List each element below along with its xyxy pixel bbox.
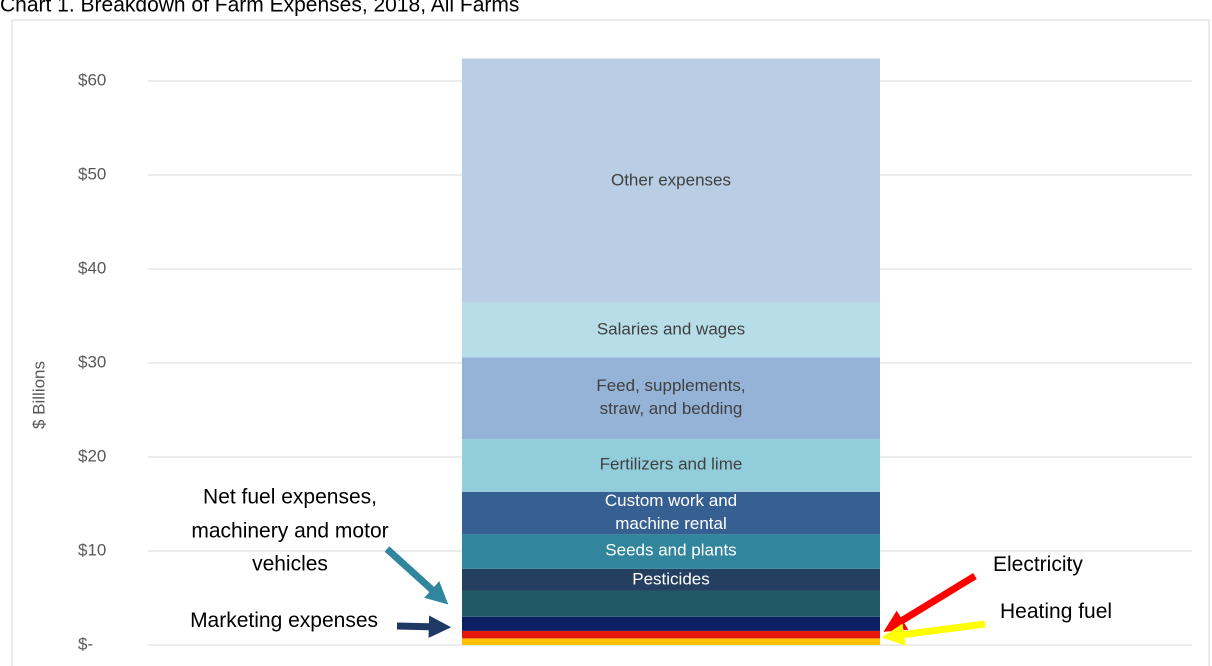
bar-segment bbox=[462, 616, 880, 631]
y-tick-label: $10 bbox=[78, 540, 106, 559]
bar-segment bbox=[462, 630, 880, 639]
chart-title: Chart 1. Breakdown of Farm Expenses, 201… bbox=[0, 0, 519, 17]
bar-segment bbox=[462, 491, 880, 535]
annotation-label: Marketing expenses bbox=[190, 609, 378, 633]
segment-label: Feed, supplements, straw, and bedding bbox=[596, 376, 746, 419]
arrow bbox=[396, 615, 452, 638]
y-axis-label: $ Billions bbox=[29, 361, 48, 429]
segment-label: Seeds and plants bbox=[605, 541, 737, 560]
y-tick-label: $- bbox=[78, 634, 93, 653]
bar-segment bbox=[462, 568, 880, 591]
annotation-label: Heating fuel bbox=[1000, 600, 1113, 624]
y-tick-label: $20 bbox=[78, 446, 106, 465]
annotation-label: Electricity bbox=[993, 553, 1083, 577]
bar-segment bbox=[462, 357, 880, 440]
segment-label: Pesticides bbox=[632, 569, 710, 589]
y-tick-label: $60 bbox=[78, 70, 106, 89]
chart-border bbox=[11, 19, 1210, 666]
y-tick-label: $40 bbox=[78, 258, 106, 277]
bar-segment bbox=[462, 638, 880, 645]
bar-segment bbox=[462, 58, 880, 303]
bar-segment bbox=[462, 590, 880, 617]
y-tick-label: $50 bbox=[78, 164, 106, 183]
bar-segment bbox=[462, 439, 880, 492]
segment-label: Custom work and machine rental bbox=[604, 490, 738, 533]
bars bbox=[462, 58, 880, 645]
bar-segment bbox=[462, 302, 880, 358]
arrow bbox=[883, 573, 977, 632]
segment-label: Salaries and wages bbox=[596, 319, 746, 339]
segment-label: Other expenses bbox=[610, 170, 731, 190]
y-tick-label: $30 bbox=[78, 352, 106, 371]
arrow bbox=[881, 620, 986, 646]
annotation-label: Net fuel expenses, machinery and motor v… bbox=[191, 485, 389, 576]
segment-label: Fertilizers and lime bbox=[599, 454, 743, 474]
arrow bbox=[384, 546, 449, 605]
bar-segment bbox=[462, 534, 880, 569]
